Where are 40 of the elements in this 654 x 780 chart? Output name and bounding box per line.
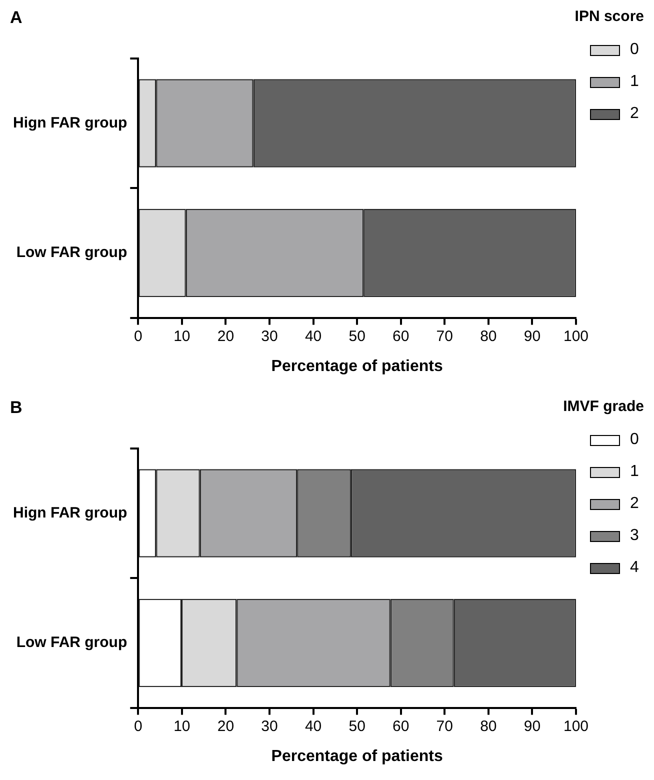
y-tick-label: Low FAR group (16, 244, 128, 262)
legend-label: 2 (630, 495, 639, 513)
x-tick-label: 20 (217, 718, 234, 735)
x-tick-label: 30 (261, 328, 278, 345)
x-tick-label: 70 (436, 718, 453, 735)
y-tick-label: Hign FAR group (12, 504, 128, 522)
x-tick-label: 50 (348, 328, 366, 345)
x-tick-label: 0 (134, 328, 142, 345)
x-tick-label: 40 (304, 328, 322, 345)
text: 0 (630, 431, 639, 449)
x-tick-label: 20 (217, 328, 234, 345)
legend-label: 4 (630, 559, 639, 577)
text: 2 (630, 105, 639, 123)
x-axis-title: Percentage of patients (271, 748, 443, 765)
y-tick-label: Low FAR group (16, 634, 128, 652)
legend-label: 1 (630, 463, 639, 481)
x-tick-label: 40 (304, 718, 322, 735)
x-tick-label: 10 (174, 328, 190, 345)
chart-title: A (10, 8, 22, 27)
legend-label: 1 (630, 73, 639, 91)
legend-title: IPN score (574, 8, 644, 25)
legend-title: IMVF grade (563, 398, 644, 415)
chart-title: B (10, 398, 22, 417)
y-tick-label: Hign FAR group (12, 114, 128, 132)
x-tick-label: 60 (392, 328, 410, 345)
x-tick-label: 90 (524, 328, 541, 345)
legend-label: 3 (630, 527, 639, 545)
x-tick-label: 80 (480, 328, 497, 345)
x-tick-label: 0 (134, 718, 142, 735)
x-tick-label: 50 (348, 718, 366, 735)
x-tick-label: 90 (524, 718, 541, 735)
x-axis-title: Percentage of patients (271, 358, 443, 375)
legend-label: 0 (630, 41, 639, 59)
x-tick-label: 70 (436, 328, 453, 345)
x-tick-label: 100 (563, 718, 589, 735)
x-tick-label: 10 (174, 718, 190, 735)
x-tick-label: 100 (563, 328, 589, 345)
x-tick-label: 30 (261, 718, 278, 735)
x-tick-label: 60 (392, 718, 410, 735)
x-tick-label: 80 (480, 718, 497, 735)
